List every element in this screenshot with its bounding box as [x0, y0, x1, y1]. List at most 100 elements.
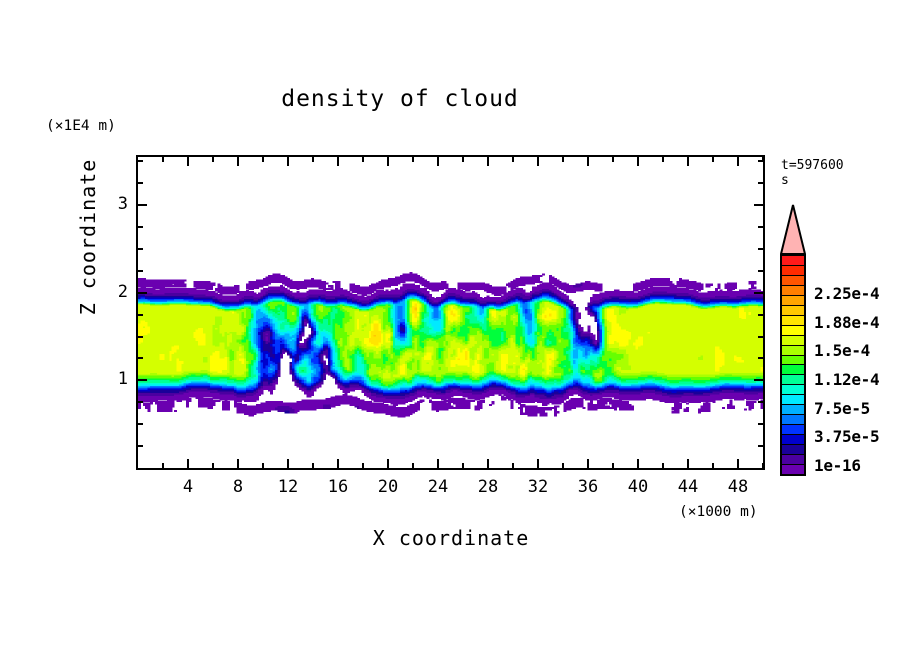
x-tick — [237, 157, 239, 166]
z-tick — [138, 445, 143, 448]
x-tick — [712, 157, 714, 162]
colorbar-label: 1.88e-4 — [814, 312, 880, 332]
colorbar-arrow-cap — [780, 204, 806, 255]
x-tick — [412, 157, 414, 162]
y-axis-title: Z coordinate — [76, 158, 100, 316]
z-tick — [758, 160, 763, 163]
z-tick — [754, 379, 763, 382]
x-tick — [562, 157, 564, 162]
z-tick — [138, 160, 143, 163]
x-tick — [762, 463, 764, 468]
z-tick — [758, 423, 763, 426]
x-tick — [637, 459, 639, 468]
x-tick-label: 4 — [182, 477, 194, 497]
x-tick — [312, 463, 314, 468]
z-tick — [758, 182, 763, 185]
x-tick — [612, 157, 614, 162]
colorbar-band — [782, 375, 804, 386]
z-tick — [758, 335, 763, 338]
x-tick-label: 36 — [577, 477, 599, 497]
z-tick — [138, 313, 143, 316]
colorbar-band — [782, 445, 804, 456]
x-axis-unit-label: (×1000 m) — [679, 504, 758, 520]
x-tick-label: 32 — [527, 477, 549, 497]
x-tick — [662, 157, 664, 162]
x-tick — [687, 157, 689, 166]
z-tick — [138, 423, 143, 426]
z-tick — [754, 204, 763, 207]
z-tick — [138, 401, 143, 404]
colorbar-band — [782, 295, 804, 306]
colorbar-band — [782, 355, 804, 366]
x-tick — [437, 157, 439, 166]
x-tick — [412, 463, 414, 468]
colorbar-band — [782, 405, 804, 416]
z-tick — [138, 204, 147, 207]
z-tick-label: 3 — [117, 194, 128, 215]
x-tick — [337, 157, 339, 166]
x-tick — [662, 463, 664, 468]
x-tick — [287, 157, 289, 166]
x-tick — [612, 463, 614, 468]
z-tick — [758, 401, 763, 404]
x-tick-label: 24 — [427, 477, 449, 497]
x-tick — [287, 459, 289, 468]
z-tick — [758, 445, 763, 448]
colorbar-label: 1e-16 — [814, 455, 861, 475]
colorbar-band — [782, 345, 804, 356]
x-tick — [212, 463, 214, 468]
x-tick-label: 40 — [627, 477, 649, 497]
z-tick — [758, 357, 763, 360]
z-tick — [758, 313, 763, 316]
colorbar-band — [782, 365, 804, 376]
z-tick — [758, 226, 763, 229]
x-tick — [512, 463, 514, 468]
z-tick — [138, 247, 143, 250]
x-tick-label: 20 — [377, 477, 399, 497]
colorbar — [780, 204, 806, 476]
x-tick — [487, 157, 489, 166]
x-tick — [312, 157, 314, 162]
colorbar-label: 2.25e-4 — [814, 284, 880, 304]
x-tick-label: 28 — [477, 477, 499, 497]
z-tick — [758, 269, 763, 272]
x-tick-label: 16 — [327, 477, 349, 497]
contour-field-svg — [138, 272, 763, 418]
z-tick-label: 2 — [117, 281, 128, 302]
x-tick — [587, 157, 589, 166]
x-tick — [387, 157, 389, 166]
x-tick — [262, 157, 264, 162]
x-tick — [262, 463, 264, 468]
x-tick — [362, 463, 364, 468]
x-tick — [187, 459, 189, 468]
x-tick — [437, 459, 439, 468]
z-tick — [138, 291, 147, 294]
contour-field — [138, 157, 763, 468]
colorbar-band — [782, 465, 804, 474]
x-tick — [362, 157, 364, 162]
plot-area: t=597600 s — [136, 155, 844, 470]
colorbar-band — [782, 395, 804, 406]
timestamp-annotation: t=597600 s — [781, 158, 844, 188]
x-tick-label: 44 — [677, 477, 699, 497]
z-tick — [138, 269, 143, 272]
z-tick — [138, 357, 143, 360]
x-tick — [162, 157, 164, 162]
colorbar-band — [782, 425, 804, 436]
page-title: density of cloud — [281, 86, 519, 112]
colorbar-label: 1.5e-4 — [814, 341, 870, 361]
x-tick — [762, 157, 764, 162]
colorbar-label: 3.75e-5 — [814, 427, 880, 447]
x-tick — [537, 459, 539, 468]
x-tick — [187, 157, 189, 166]
x-tick — [487, 459, 489, 468]
x-tick — [537, 157, 539, 166]
x-tick — [462, 463, 464, 468]
colorbar-band — [782, 325, 804, 336]
z-tick — [754, 291, 763, 294]
x-tick — [637, 157, 639, 166]
colorbar-band — [782, 315, 804, 326]
x-tick — [512, 157, 514, 162]
x-tick — [737, 157, 739, 166]
